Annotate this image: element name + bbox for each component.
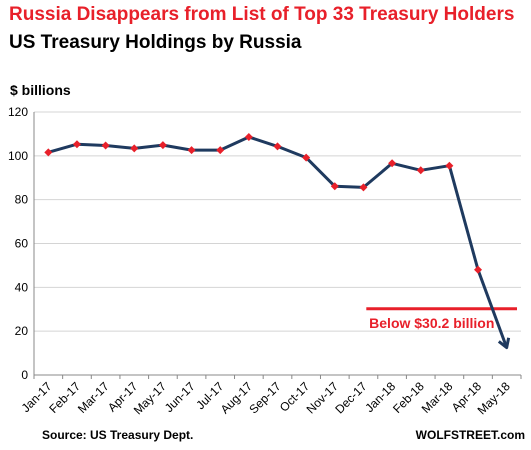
data-point (416, 166, 425, 175)
data-point (445, 161, 454, 170)
data-point (187, 146, 196, 155)
credit-note: WOLFSTREET.com (415, 428, 525, 442)
x-tick-label: May-17 (131, 379, 169, 417)
data-point (44, 148, 53, 157)
data-point (302, 153, 311, 162)
x-tick-label: Feb-18 (390, 379, 427, 416)
x-tick-label: Mar-18 (419, 379, 456, 416)
y-tick-label: 20 (15, 324, 29, 338)
threshold-label: Below $30.2 billion (369, 315, 494, 331)
y-tick-label: 60 (15, 237, 29, 251)
source-note: Source: US Treasury Dept. (42, 428, 194, 442)
y-axis-ticks: 0 20 40 60 80 100 120 (8, 105, 28, 382)
x-axis-ticks: Jan-17Feb-17Mar-17Apr-17May-17Jun-17Jul-… (19, 375, 522, 417)
y-tick-label: 120 (8, 105, 28, 119)
series-arrowhead (497, 337, 511, 350)
data-point (101, 141, 110, 150)
y-tick-label: 0 (21, 368, 28, 382)
x-tick-label: Jun-17 (162, 379, 198, 415)
data-point (330, 182, 339, 191)
x-tick-label: May-18 (475, 379, 513, 417)
data-point (130, 144, 139, 153)
data-point (273, 142, 282, 151)
x-tick-label: Dec-17 (332, 379, 369, 416)
y-tick-label: 80 (15, 193, 29, 207)
data-point (216, 146, 225, 155)
data-point (388, 159, 397, 168)
series-markers (44, 132, 483, 274)
gridlines (33, 111, 521, 376)
y-axis-label: $ billions (10, 82, 71, 98)
y-tick-label: 100 (8, 149, 28, 163)
data-point (158, 141, 167, 150)
data-point (244, 132, 253, 141)
data-point (474, 265, 483, 274)
y-tick-label: 40 (15, 280, 29, 294)
chart-subtitle: US Treasury Holdings by Russia (9, 32, 302, 53)
x-tick-label: Feb-17 (46, 379, 83, 416)
chart-title: Russia Disappears from List of Top 33 Tr… (9, 4, 515, 25)
data-point (72, 140, 81, 149)
data-point (359, 183, 368, 192)
x-tick-label: Sep-17 (246, 379, 283, 416)
x-tick-label: Mar-17 (75, 379, 112, 416)
